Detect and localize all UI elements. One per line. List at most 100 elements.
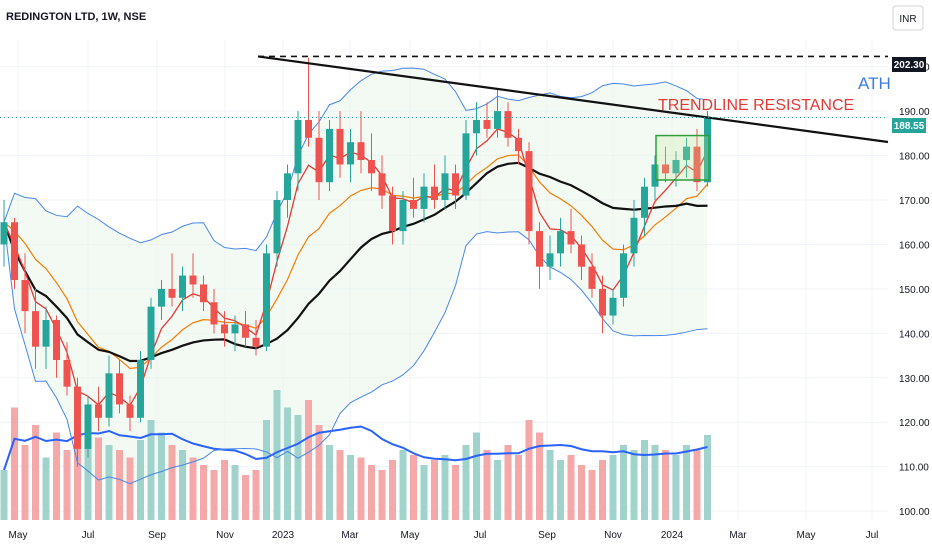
candle-body (399, 200, 407, 232)
volume-bar (273, 390, 281, 520)
candle-body (158, 288, 165, 307)
candle-body (221, 324, 228, 334)
volume-bar (683, 445, 690, 520)
volume-bar (651, 445, 659, 520)
volume-bar (284, 407, 291, 520)
candle-body (147, 306, 155, 360)
candle-body (242, 324, 249, 338)
volume-bar (494, 460, 501, 520)
candle-body (347, 142, 354, 165)
candle-body (210, 302, 218, 325)
candle-body (567, 231, 575, 245)
candle-body (0, 222, 8, 245)
volume-bar (641, 440, 648, 520)
volume-bar (378, 470, 386, 520)
candle-body (599, 288, 606, 316)
x-tick-label: Nov (216, 530, 234, 541)
volume-bar (137, 440, 144, 520)
volume-bar (32, 425, 39, 520)
candle-body (462, 133, 470, 196)
ath-price-value: 202.30 (894, 60, 925, 71)
volume-bar (95, 437, 102, 520)
x-tick-label: May (401, 530, 420, 541)
candle-body (504, 111, 512, 138)
volume-bar (326, 445, 333, 520)
volume-bar (410, 455, 417, 520)
candle-body (641, 186, 648, 218)
x-tick-label: Jul (82, 530, 95, 541)
candle-body (693, 146, 701, 183)
volume-bar (441, 455, 449, 520)
x-tick-label: Mar (729, 530, 747, 541)
x-tick-label: May (797, 530, 816, 541)
volume-bar (242, 475, 249, 520)
candle-body (378, 173, 386, 196)
candle-body (494, 111, 501, 129)
volume-bar (105, 445, 113, 520)
volume-bar (462, 445, 470, 520)
x-tick-label: Jul (474, 530, 487, 541)
candle-body (326, 128, 333, 183)
volume-bar (210, 470, 218, 520)
x-tick-label: Sep (538, 530, 556, 541)
candle-body (168, 288, 176, 298)
candle-body (672, 160, 680, 174)
volume-bar (179, 450, 186, 520)
volume-bar (315, 425, 323, 520)
volume-bars (0, 390, 711, 520)
candle-body (630, 217, 638, 254)
volume-bar (536, 432, 543, 520)
candle-body (588, 266, 596, 289)
candle-body (273, 200, 281, 254)
candle-body (11, 222, 18, 280)
candle-body (368, 160, 375, 174)
candles (0, 57, 711, 467)
volume-bar (84, 415, 92, 520)
volume-bar (0, 470, 8, 520)
volume-bar (525, 420, 533, 520)
x-tick-label: May (9, 530, 28, 541)
currency-label: INR (899, 14, 916, 25)
candle-body (284, 173, 291, 200)
y-tick-label: 150.00 (899, 285, 930, 296)
y-tick-label: 180.00 (899, 152, 930, 163)
x-tick-label: Nov (604, 530, 622, 541)
x-tick-label: Jul (866, 530, 879, 541)
symbol-title: REDINGTON LTD, 1W, NSE (6, 11, 146, 23)
x-tick-label: 2023 (272, 530, 295, 541)
volume-ma-line (3, 425, 708, 471)
x-tick-label: 2024 (661, 530, 684, 541)
volume-bar (63, 450, 71, 520)
candle-body (546, 253, 554, 267)
candle-body (32, 311, 39, 347)
currency-button[interactable] (892, 5, 924, 31)
volume-bar (357, 457, 365, 520)
ath-label: ATH (858, 74, 891, 93)
candle-body (683, 146, 690, 160)
volume-bar (263, 420, 270, 520)
volume-bar (693, 450, 701, 520)
candle-body (452, 173, 459, 196)
candle-body (431, 186, 438, 200)
y-tick-label: 140.00 (899, 329, 930, 340)
volume-bar (452, 465, 459, 520)
candle-body (410, 200, 417, 209)
volume-bar (147, 420, 155, 520)
volume-bar (294, 415, 302, 520)
candle-body (609, 297, 617, 316)
candle-body (137, 360, 144, 418)
volume-bar (704, 435, 711, 520)
candle-body (252, 337, 260, 347)
y-tick-label: 100.00 (899, 507, 930, 518)
candle-body (200, 284, 207, 303)
candle-body (620, 253, 627, 298)
volume-bar (168, 445, 176, 520)
volume-ma (3, 425, 708, 471)
trendline-label: TRENDLINE RESISTANCE (658, 97, 854, 114)
last-price-tag (892, 118, 926, 133)
candle-body (420, 186, 428, 209)
candle-body (63, 360, 71, 387)
volume-bar (630, 450, 638, 520)
volume-bar (158, 432, 165, 520)
